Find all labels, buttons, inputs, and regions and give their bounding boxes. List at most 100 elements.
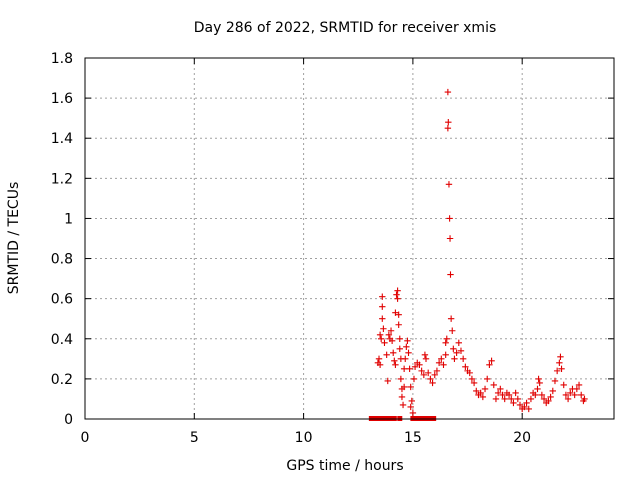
data-point — [410, 375, 418, 383]
data-point — [376, 361, 384, 369]
data-point — [571, 391, 578, 399]
grid-lines — [85, 58, 614, 419]
data-point — [440, 361, 447, 369]
data-point — [556, 359, 563, 367]
data-point — [545, 397, 552, 405]
data-point — [445, 181, 453, 188]
y-tick-label: 1.4 — [51, 131, 73, 147]
data-point — [523, 399, 530, 407]
x-tick-label: 10 — [295, 430, 313, 446]
data-point — [481, 385, 489, 393]
data-point — [403, 343, 410, 350]
data-point — [473, 387, 480, 395]
data-point — [422, 355, 430, 363]
data-point — [392, 361, 399, 369]
data-point — [477, 389, 484, 397]
data-point — [384, 377, 391, 385]
data-point — [492, 395, 500, 403]
data-point — [564, 395, 572, 403]
data-point — [407, 383, 414, 391]
data-point — [395, 321, 402, 328]
data-point — [536, 379, 543, 387]
data-point — [510, 399, 517, 407]
data-point — [392, 309, 399, 316]
data-point — [407, 403, 414, 411]
data-point — [435, 359, 443, 367]
x-tick-label: 20 — [513, 430, 531, 446]
axis-ticks — [84, 57, 614, 420]
data-point — [525, 405, 532, 413]
data-point — [532, 391, 539, 399]
data-point — [442, 339, 449, 346]
data-point — [443, 335, 450, 342]
data-point — [402, 355, 409, 363]
data-point — [433, 367, 441, 375]
data-point — [379, 303, 386, 310]
data-point — [455, 339, 462, 346]
x-tick-label: 5 — [190, 430, 199, 446]
data-point — [549, 387, 556, 395]
data-point — [405, 349, 412, 357]
data-point — [447, 271, 454, 278]
data-point — [446, 235, 454, 242]
data-point — [505, 391, 513, 399]
data-point — [538, 391, 546, 399]
data-point — [376, 331, 384, 338]
data-point — [516, 401, 524, 409]
data-point — [490, 381, 497, 389]
y-tick-label: 0 — [64, 412, 73, 428]
y-tick-label: 1 — [64, 211, 73, 227]
data-point — [431, 371, 438, 379]
x-tick-label: 15 — [404, 430, 422, 446]
data-point — [468, 375, 476, 383]
data-point — [575, 381, 583, 389]
data-point — [508, 395, 515, 403]
data-point — [393, 291, 400, 298]
data-point — [442, 351, 449, 359]
data-point — [479, 393, 487, 401]
data-point — [466, 369, 473, 377]
data-point — [444, 124, 452, 132]
data-point — [558, 365, 565, 373]
data-point — [416, 361, 423, 369]
data-point — [459, 355, 467, 363]
data-point — [470, 379, 478, 387]
data-point — [445, 118, 452, 126]
data-point — [399, 401, 407, 409]
x-tick-labels: 0 5 10 15 20 — [81, 430, 532, 446]
data-point — [400, 365, 408, 373]
y-tick-label: 1.8 — [51, 51, 73, 67]
data-point — [429, 379, 436, 387]
data-point — [406, 365, 413, 373]
data-point — [418, 367, 425, 375]
data-point — [453, 349, 460, 357]
x-tick-label: 0 — [81, 430, 90, 446]
data-point — [380, 325, 387, 332]
data-point — [547, 393, 554, 401]
data-point — [527, 395, 535, 403]
data-point — [444, 88, 452, 96]
y-tick-label: 1.2 — [51, 171, 73, 187]
data-point — [411, 363, 419, 371]
data-point — [388, 337, 396, 344]
data-point — [400, 383, 408, 391]
data-point — [488, 357, 495, 365]
data-point — [560, 381, 567, 389]
data-point — [451, 355, 458, 363]
data-point — [567, 389, 574, 397]
plot-frame — [84, 57, 615, 420]
data-point — [377, 335, 385, 342]
data-point — [424, 369, 432, 377]
data-point — [404, 337, 411, 344]
data-point — [562, 391, 570, 399]
x-axis-label: GPS time / hours — [286, 458, 403, 474]
chart-title: Day 286 of 2022, SRMTID for receiver xmi… — [194, 20, 497, 36]
data-point — [484, 375, 491, 383]
data-point — [394, 295, 401, 302]
data-point — [573, 385, 581, 393]
data-point — [557, 353, 564, 361]
data-point — [387, 327, 395, 334]
y-tick-label: 0.2 — [51, 372, 73, 388]
y-tick-labels: 0 0.2 0.4 0.6 0.8 1 1.2 1.4 1.6 1.8 — [51, 51, 73, 428]
data-point — [390, 349, 397, 357]
